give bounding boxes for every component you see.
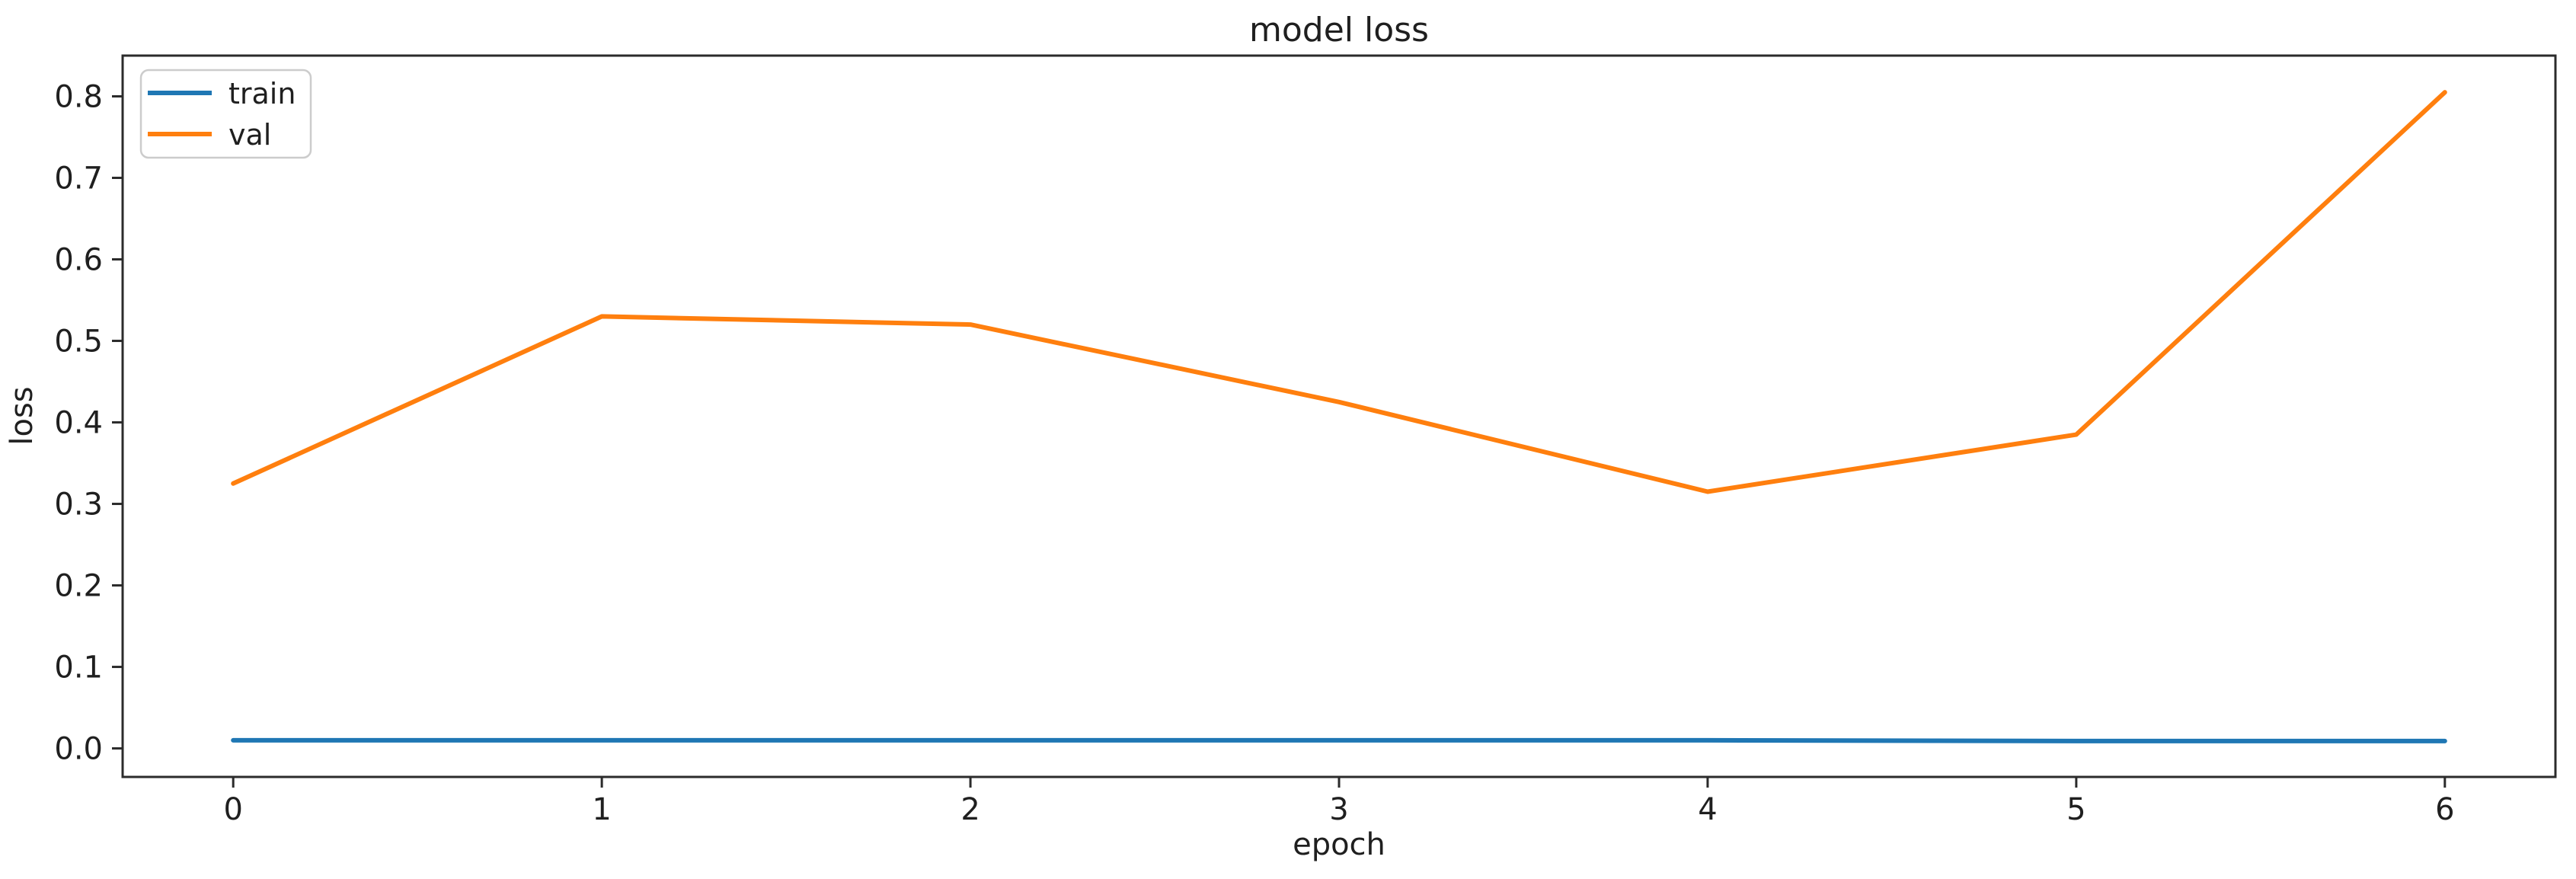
y-tick-label: 0.3: [54, 487, 103, 523]
x-tick-label: 6: [2435, 792, 2454, 827]
x-tick-label: 0: [223, 792, 242, 827]
x-tick-label: 3: [1329, 792, 1348, 827]
y-tick-label: 0.2: [54, 569, 103, 604]
y-tick-label: 0.0: [54, 732, 103, 767]
y-tick-label: 0.5: [54, 324, 103, 360]
legend-label-val: val: [229, 118, 271, 152]
y-tick-label: 0.7: [54, 161, 103, 197]
plot-border: [121, 54, 2557, 778]
series-line-train: [231, 737, 2447, 743]
x-tick-label: 5: [2066, 792, 2085, 827]
chart-title: model loss: [1249, 11, 1429, 50]
legend-label-train: train: [229, 77, 296, 110]
x-tick-label: 2: [960, 792, 980, 827]
x-tick-label: 4: [1698, 792, 1717, 827]
y-axis-label: loss: [5, 386, 40, 445]
x-tick-label: 1: [592, 792, 611, 827]
y-tick-label: 0.8: [54, 80, 103, 115]
y-tick-label: 0.6: [54, 243, 103, 278]
y-tick-label: 0.1: [54, 650, 103, 686]
x-axis-label: epoch: [1293, 827, 1385, 862]
y-tick-label: 0.4: [54, 406, 103, 441]
chart-plot-group: 0.0 0.1 0.2 0.3 0.4 0.5 0.6 0.7 0.8 0 1 2 3 4 5 6 train v…: [54, 54, 2557, 827]
series-line-val: [231, 90, 2447, 494]
